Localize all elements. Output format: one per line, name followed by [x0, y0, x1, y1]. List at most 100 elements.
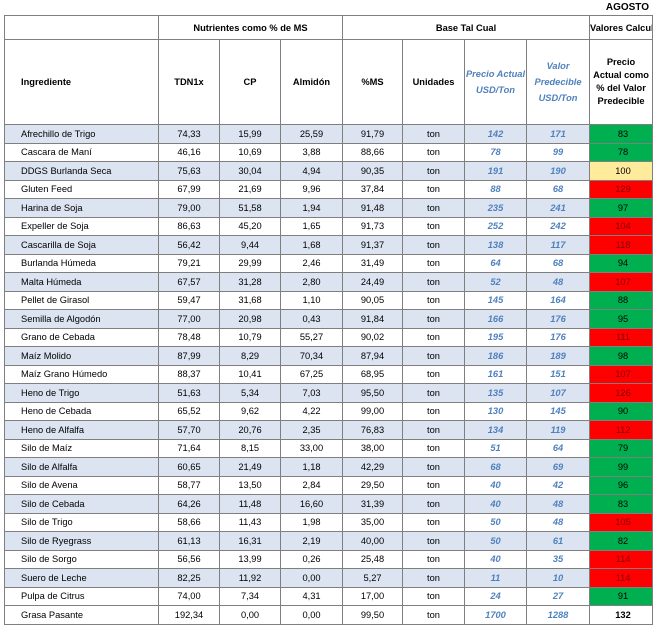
price-actual-cell: 11: [464, 568, 527, 588]
ingredient-cell: Grano de Cebada: [4, 327, 159, 347]
tdn-cell: 192,34: [158, 605, 220, 625]
tdn-cell: 82,25: [158, 568, 220, 588]
cp-cell: 11,43: [219, 512, 281, 532]
ingredient-cell: Silo de Trigo: [4, 512, 159, 532]
unit-cell: ton: [402, 290, 465, 310]
cp-cell: 51,58: [219, 198, 281, 218]
ingredient-cell: Burlanda Húmeda: [4, 253, 159, 273]
starch-cell: 70,34: [280, 346, 343, 366]
starch-cell: 25,59: [280, 124, 343, 144]
value-predicted-cell: 68: [525, 179, 591, 199]
cp-cell: 0,00: [219, 605, 281, 625]
unit-cell: ton: [402, 512, 465, 532]
table-row: Harina de Soja 79,00 51,58 1,94 91,48 ton 235 2…: [4, 198, 654, 218]
group-header-base: Base Tal Cual: [341, 15, 591, 40]
table-row: Silo de Avena 58,77 13,50 2,84 29,50 ton 40 42 9…: [4, 475, 654, 495]
table-row: Burlanda Húmeda 79,21 29,99 2,46 31,49 ton 64 6…: [4, 253, 654, 273]
tdn-cell: 58,77: [158, 475, 220, 495]
table-row: Silo de Ryegrass 61,13 16,31 2,19 40,00 ton 50…: [4, 531, 654, 551]
column-header-cp: CP: [219, 39, 281, 125]
price-actual-cell: 161: [464, 364, 527, 384]
table-row: Silo de Trigo 58,66 11,43 1,98 35,00 ton 50 48 1…: [4, 512, 654, 532]
value-predicted-cell: 164: [525, 290, 591, 310]
price-actual-cell: 50: [464, 531, 527, 551]
starch-cell: 3,88: [280, 142, 343, 162]
ms-cell: 24,49: [342, 272, 403, 292]
cp-cell: 21,69: [219, 179, 281, 199]
table-row: Silo de Cebada 64,26 11,48 16,60 31,39 ton 40 4…: [4, 494, 654, 514]
value-predicted-cell: 99: [525, 142, 591, 162]
table-row: Gluten Feed 67,99 21,69 9,96 37,84 ton 88 68 129: [4, 179, 654, 199]
value-predicted-cell: 176: [525, 327, 591, 347]
value-predicted-cell: 64: [525, 438, 591, 458]
ms-cell: 99,00: [342, 401, 403, 421]
value-predicted-cell: 171: [525, 124, 591, 144]
ms-cell: 76,83: [342, 420, 403, 440]
ingredient-cell: Expeller de Soja: [4, 216, 159, 236]
cp-cell: 10,41: [219, 364, 281, 384]
ingredient-cell: Cascarilla de Soja: [4, 235, 159, 255]
ratio-cell: 129: [589, 179, 654, 199]
table-row: Silo de Sorgo 56,56 13,99 0,26 25,48 ton 40 35 1…: [4, 549, 654, 569]
price-actual-cell: 68: [464, 457, 527, 477]
table-row: Silo de Alfalfa 60,65 21,49 1,18 42,29 ton 68 6…: [4, 457, 654, 477]
ratio-cell: 107: [589, 364, 654, 384]
price-actual-cell: 51: [464, 438, 527, 458]
starch-cell: 2,19: [280, 531, 343, 551]
starch-cell: 1,68: [280, 235, 343, 255]
price-actual-cell: 134: [464, 420, 527, 440]
starch-cell: 4,94: [280, 161, 343, 181]
unit-cell: ton: [402, 346, 465, 366]
ms-cell: 5,27: [342, 568, 403, 588]
cp-cell: 29,99: [219, 253, 281, 273]
table-row: Afrechillo de Trigo 74,33 15,99 25,59 91,79 t…: [4, 124, 654, 144]
starch-cell: 16,60: [280, 494, 343, 514]
ratio-cell: 97: [589, 198, 654, 218]
table-row: Malta Húmeda 67,57 31,28 2,80 24,49 ton 52 48 10…: [4, 272, 654, 292]
tdn-cell: 74,33: [158, 124, 220, 144]
ingredient-cell: Silo de Ryegrass: [4, 531, 159, 551]
price-actual-cell: 40: [464, 475, 527, 495]
cp-cell: 16,31: [219, 531, 281, 551]
ratio-cell: 83: [589, 494, 654, 514]
starch-cell: 1,94: [280, 198, 343, 218]
tdn-cell: 64,26: [158, 494, 220, 514]
tdn-cell: 65,52: [158, 401, 220, 421]
cp-cell: 10,79: [219, 327, 281, 347]
unit-cell: ton: [402, 216, 465, 236]
starch-cell: 0,26: [280, 549, 343, 569]
value-predicted-cell: 190: [525, 161, 591, 181]
unit-cell: ton: [402, 568, 465, 588]
tdn-cell: 56,56: [158, 549, 220, 569]
unit-cell: ton: [402, 124, 465, 144]
starch-cell: 1,18: [280, 457, 343, 477]
unit-cell: ton: [402, 586, 465, 606]
unit-cell: ton: [402, 161, 465, 181]
value-predicted-cell: 189: [525, 346, 591, 366]
cp-cell: 31,68: [219, 290, 281, 310]
ratio-cell: 91: [589, 586, 654, 606]
tdn-cell: 86,63: [158, 216, 220, 236]
price-actual-cell: 78: [464, 142, 527, 162]
starch-cell: 7,03: [280, 383, 343, 403]
ms-cell: 90,05: [342, 290, 403, 310]
cp-cell: 20,98: [219, 309, 281, 329]
ratio-cell: 94: [589, 253, 654, 273]
unit-cell: ton: [402, 364, 465, 384]
price-actual-cell: 50: [464, 512, 527, 532]
ingredient-cell: Silo de Sorgo: [4, 549, 159, 569]
cp-cell: 10,69: [219, 142, 281, 162]
ingredient-cell: Malta Húmeda: [4, 272, 159, 292]
ingredient-cell: Heno de Trigo: [4, 383, 159, 403]
ms-cell: 87,94: [342, 346, 403, 366]
tdn-cell: 79,21: [158, 253, 220, 273]
table-row: Heno de Trigo 51,63 5,34 7,03 95,50 ton 135 107…: [4, 383, 654, 403]
column-header-ms: %MS: [342, 39, 403, 125]
ratio-cell: 79: [589, 438, 654, 458]
starch-cell: 1,98: [280, 512, 343, 532]
ms-cell: 91,37: [342, 235, 403, 255]
unit-cell: ton: [402, 531, 465, 551]
price-actual-cell: 40: [464, 549, 527, 569]
unit-cell: ton: [402, 142, 465, 162]
feed-value-table: Nutrientes como % de MS Base Tal Cual Va…: [4, 15, 654, 625]
